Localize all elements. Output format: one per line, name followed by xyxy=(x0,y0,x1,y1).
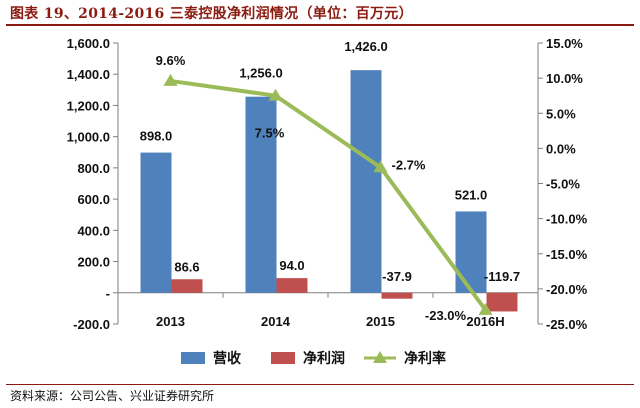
net-profit-bar xyxy=(171,279,203,293)
legend-swatch xyxy=(181,352,205,364)
revenue-bar xyxy=(350,70,382,293)
y-left-tick-label: 1,600.0 xyxy=(67,36,110,51)
y-right-tick-label: 5.0% xyxy=(546,106,576,121)
y-left-tick-label: 400.0 xyxy=(77,223,110,238)
y-right-tick-label: -5.0% xyxy=(546,177,580,192)
y-left-tick-label: - xyxy=(106,286,110,301)
revenue-data-label: 521.0 xyxy=(455,187,488,202)
revenue-bar xyxy=(455,211,487,293)
y-left-tick-label: 200.0 xyxy=(77,255,110,270)
chart-area: -200.0-200.0400.0600.0800.01,000.01,200.… xyxy=(67,36,588,367)
x-tick-label: 2015 xyxy=(366,314,395,329)
chart-bars xyxy=(140,70,518,312)
revenue-data-label: 1,256.0 xyxy=(239,66,282,81)
net-profit-bar xyxy=(486,292,518,312)
chart-axes: -200.0-200.0400.0600.0800.01,000.01,200.… xyxy=(67,36,588,332)
revenue-bar xyxy=(140,152,172,293)
y-left-tick-label: 600.0 xyxy=(77,192,110,207)
source-rule xyxy=(6,384,634,385)
net-margin-data-label: 7.5% xyxy=(255,126,285,141)
legend-marker-swatch xyxy=(373,351,387,363)
net-profit-bar xyxy=(276,278,308,293)
net-margin-marker xyxy=(163,73,178,86)
y-left-tick-label: 1,000.0 xyxy=(67,130,110,145)
y-right-tick-label: 0.0% xyxy=(546,141,576,156)
net-profit-data-label: 94.0 xyxy=(279,258,304,273)
y-right-tick-label: -20.0% xyxy=(546,282,588,297)
y-left-tick-label: 1,200.0 xyxy=(67,98,110,113)
revenue-data-label: 898.0 xyxy=(140,129,173,144)
net-margin-data-label: 9.6% xyxy=(156,53,186,68)
net-margin-marker xyxy=(373,160,388,173)
y-right-tick-label: 15.0% xyxy=(546,36,583,51)
source-note: 资料来源：公司公告、兴业证券研究所 xyxy=(10,389,215,403)
y-right-tick-label: -10.0% xyxy=(546,212,588,227)
net-margin-marker xyxy=(478,302,493,315)
net-profit-data-label: 86.6 xyxy=(174,259,199,274)
x-tick-label: 2014 xyxy=(261,314,291,329)
net-margin-data-label: -2.7% xyxy=(392,157,426,172)
chart-line xyxy=(163,73,493,315)
x-tick-label: 2013 xyxy=(156,314,185,329)
title-rule xyxy=(6,24,634,26)
net-margin-line xyxy=(170,78,488,312)
x-tick-label: 2016H xyxy=(466,314,504,329)
legend-label: 营收 xyxy=(213,350,242,367)
net-margin-data-label: -23.0% xyxy=(425,308,467,323)
legend-label: 净利润 xyxy=(303,350,345,367)
legend-label: 净利率 xyxy=(404,350,446,367)
y-left-tick-label: 800.0 xyxy=(77,161,110,176)
net-profit-data-label: -119.7 xyxy=(484,269,520,284)
y-right-tick-label: 10.0% xyxy=(546,71,583,86)
chart-data-labels: 898.0 1,256.0 1,426.0 521.0 86.6 94.0 -37.9 -11… xyxy=(140,39,520,323)
y-left-tick-label: 1,400.0 xyxy=(67,67,110,82)
y-left-tick-label: -200.0 xyxy=(73,317,110,332)
y-right-tick-label: -25.0% xyxy=(546,317,588,332)
legend-swatch xyxy=(271,352,295,364)
chart-title: 图表 19、2014-2016 三泰控股净利润情况（单位：百万元） xyxy=(10,6,413,22)
revenue-data-label: 1,426.0 xyxy=(344,39,387,54)
chart-legend: 营收 净利润 净利率 xyxy=(181,350,446,367)
y-right-tick-label: -15.0% xyxy=(546,247,588,262)
revenue-bar xyxy=(245,96,277,293)
net-profit-data-label: -37.9 xyxy=(382,269,412,284)
net-margin-marker xyxy=(268,88,283,101)
net-profit-bar xyxy=(381,292,413,299)
